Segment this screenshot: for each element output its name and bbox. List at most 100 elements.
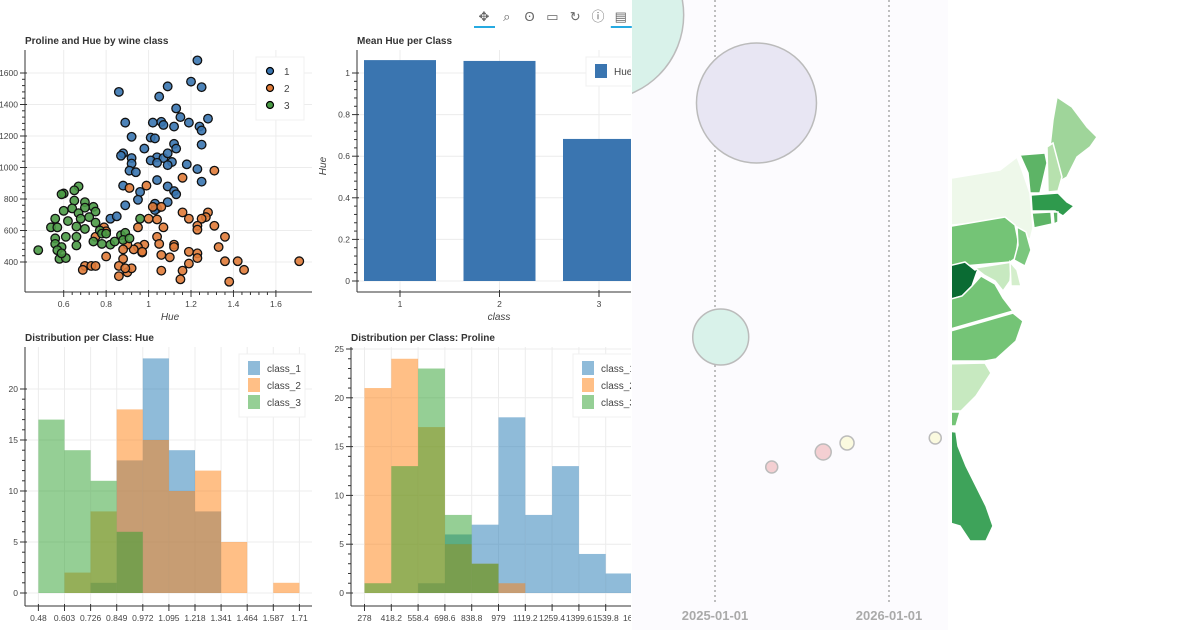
bubble[interactable] (514, 0, 685, 100)
scatter-point-class-3[interactable] (50, 213, 61, 224)
state-nj[interactable] (1013, 225, 1032, 268)
scatter-point-class-1[interactable] (126, 131, 137, 142)
scatter-point-class-2[interactable] (183, 258, 194, 269)
hist-bar-class_3[interactable] (444, 514, 472, 593)
scatter-point-class-1[interactable] (162, 160, 173, 171)
scatter-point-class-1[interactable] (183, 117, 194, 128)
hist-bar-class_3[interactable] (471, 563, 499, 593)
bar-class-1[interactable] (364, 60, 436, 281)
scatter-point-class-1[interactable] (162, 148, 173, 159)
state-vt[interactable] (1018, 152, 1048, 194)
scatter-point-class-2[interactable] (183, 213, 194, 224)
scatter-point-class-2[interactable] (156, 201, 167, 212)
state-pa[interactable] (940, 216, 1019, 268)
scatter-point-class-1[interactable] (171, 103, 182, 114)
state-ct[interactable] (1031, 211, 1053, 229)
scatter-point-class-2[interactable] (118, 244, 129, 255)
scatter-point-class-2[interactable] (141, 180, 152, 191)
pan-icon[interactable]: ✥ (479, 9, 490, 24)
state-ga[interactable] (940, 411, 961, 427)
scatter-point-class-3[interactable] (56, 248, 67, 259)
bubble[interactable] (695, 42, 818, 164)
hist-bar-class_2[interactable] (221, 542, 248, 593)
scatter-point-class-2[interactable] (220, 256, 230, 267)
scatter-point-class-3[interactable] (60, 231, 71, 242)
scatter-point-class-2[interactable] (294, 256, 305, 267)
scatter-point-class-1[interactable] (111, 211, 122, 222)
state-de[interactable] (1009, 259, 1022, 287)
scatter-point-class-1[interactable] (196, 139, 207, 150)
scatter-point-class-3[interactable] (71, 221, 82, 232)
scatter-point-class-2[interactable] (137, 246, 148, 257)
scatter-point-class-3[interactable] (71, 231, 82, 242)
scatter-point-class-3[interactable] (62, 216, 73, 227)
scatter-point-class-1[interactable] (152, 157, 163, 168)
scatter-point-class-3[interactable] (90, 206, 101, 217)
scatter-point-class-1[interactable] (196, 176, 207, 187)
scatter-point-class-2[interactable] (152, 214, 163, 225)
scatter-point-class-2[interactable] (156, 265, 167, 276)
bubble[interactable] (928, 431, 942, 445)
state-ma[interactable] (1030, 192, 1076, 217)
scatter-point-class-2[interactable] (156, 249, 167, 260)
state-me[interactable] (1049, 95, 1098, 183)
scatter-point-class-1[interactable] (196, 125, 207, 136)
save-icon[interactable]: ▭ (546, 9, 558, 24)
scatter-point-class-3[interactable] (79, 223, 90, 234)
scatter-point-class-1[interactable] (171, 143, 182, 154)
hist-bar-class_2[interactable] (168, 491, 195, 593)
scatter-point-class-1[interactable] (181, 159, 192, 170)
scatter-point-class-3[interactable] (79, 202, 90, 213)
state-md[interactable] (973, 261, 1013, 293)
scatter-point-class-1[interactable] (120, 200, 131, 211)
scatter-point-class-1[interactable] (196, 82, 207, 93)
hist-bar-class_1[interactable] (525, 514, 553, 593)
hist-bar-class_3[interactable] (418, 368, 445, 593)
scatter-point-class-2[interactable] (169, 242, 179, 252)
hist-bar-class_2[interactable] (195, 470, 222, 593)
scatter-point-class-3[interactable] (90, 217, 101, 228)
hist-bar-class_1[interactable] (552, 466, 579, 593)
scatter-point-class-2[interactable] (209, 165, 220, 176)
scatter-point-class-2[interactable] (192, 224, 203, 235)
scatter-point-class-1[interactable] (154, 91, 165, 102)
state-nh[interactable] (1046, 141, 1063, 193)
scatter-point-class-3[interactable] (69, 185, 80, 196)
hist-bar-class_3[interactable] (364, 583, 392, 593)
scatter-point-class-2[interactable] (124, 183, 135, 193)
scatter-point-class-1[interactable] (171, 189, 182, 200)
scatter-point-class-1[interactable] (116, 150, 126, 161)
scatter-point-class-1[interactable] (149, 133, 160, 144)
scatter-point-class-2[interactable] (143, 213, 154, 224)
bubble[interactable] (764, 460, 779, 474)
bar-class-3[interactable] (563, 138, 635, 281)
scatter-point-class-1[interactable] (139, 143, 150, 154)
hover-icon[interactable]: ▤ (615, 9, 627, 24)
bar-class-2[interactable] (463, 60, 536, 281)
scatter-point-class-2[interactable] (239, 264, 250, 275)
scatter-point-class-2[interactable] (220, 231, 230, 242)
scatter-point-class-2[interactable] (77, 264, 88, 275)
scatter-point-class-2[interactable] (232, 256, 243, 267)
scatter-point-class-1[interactable] (130, 167, 141, 178)
hist-bar-class_1[interactable] (498, 417, 526, 593)
scatter-point-class-2[interactable] (118, 253, 129, 264)
hist-bar-class_2[interactable] (273, 582, 300, 593)
hist-bar-class_1[interactable] (578, 553, 606, 593)
scatter-point-class-3[interactable] (33, 245, 44, 256)
scatter-point-class-3[interactable] (88, 236, 99, 247)
scatter-point-class-2[interactable] (158, 222, 169, 233)
state-sc[interactable] (940, 362, 992, 412)
scatter-point-class-3[interactable] (124, 233, 135, 244)
state-fl[interactable] (940, 430, 994, 542)
scatter-point-class-3[interactable] (75, 213, 86, 224)
scatter-point-class-2[interactable] (209, 220, 220, 231)
scatter-point-class-1[interactable] (186, 76, 196, 87)
scatter-point-class-1[interactable] (169, 121, 179, 132)
scatter-point-class-2[interactable] (177, 172, 188, 183)
state-va[interactable] (940, 275, 1015, 332)
scatter-point-class-3[interactable] (52, 222, 63, 233)
hist-bar-class_3[interactable] (64, 450, 91, 593)
scatter-point-class-3[interactable] (101, 228, 112, 239)
scatter-point-class-3[interactable] (56, 189, 67, 200)
